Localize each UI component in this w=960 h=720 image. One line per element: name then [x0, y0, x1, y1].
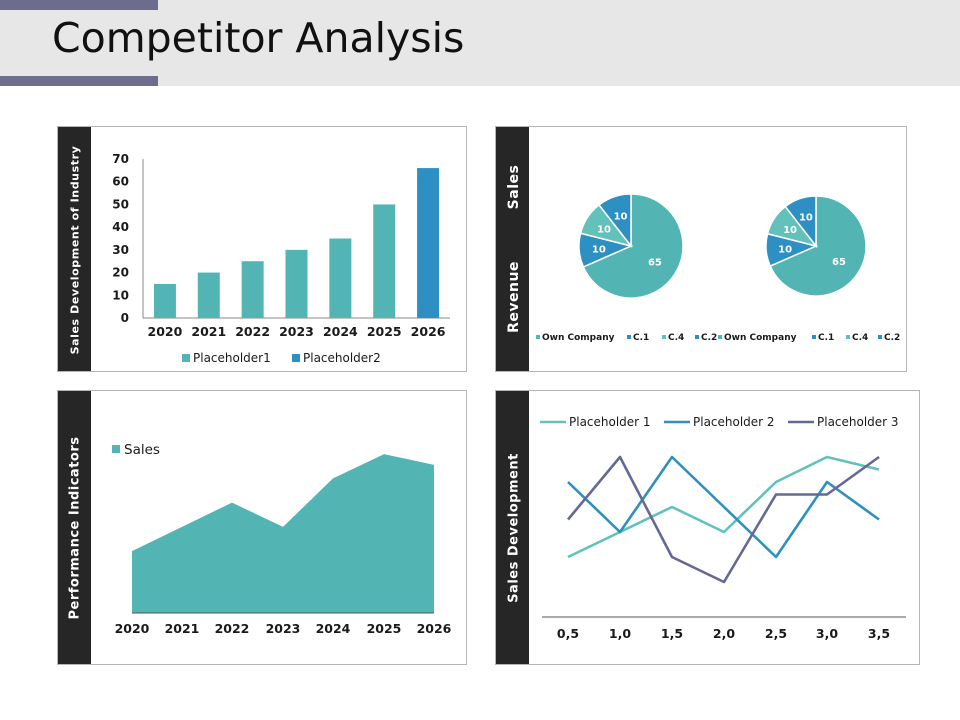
pie-2-legend-label: Own Company [724, 333, 797, 343]
pie-1-slice-0 [582, 193, 684, 299]
bar-x-tick-label: 2022 [235, 324, 270, 339]
area-x-tick-label: 2024 [316, 621, 351, 636]
pie-2-legend-label: C.4 [852, 333, 868, 343]
pie-2-data-label: 10 [799, 213, 813, 224]
line-x-tick-label: 3,5 [868, 626, 890, 641]
bar-1-2021 [197, 272, 220, 318]
pie-1-data-label: 65 [648, 258, 662, 269]
bar-legend-swatch-1 [182, 354, 190, 362]
area-x-tick-label: 2021 [165, 621, 200, 636]
bar-legend-swatch-2 [292, 354, 300, 362]
pie-1-legend-label: C.4 [668, 333, 684, 343]
pie-1-legend-label: C.1 [633, 333, 649, 343]
pie-1-legend-swatch [536, 335, 540, 339]
bar-y-tick-label: 40 [112, 220, 129, 234]
pie-2-slice-0 [769, 195, 867, 297]
line-x-tick-label: 0,5 [557, 626, 579, 641]
bar-y-tick-label: 70 [112, 152, 129, 166]
bar-x-tick-label: 2026 [411, 324, 446, 339]
pie-1-data-label: 10 [614, 212, 628, 223]
area-legend-label: Sales [124, 442, 160, 458]
pie-2-data-label: 10 [778, 245, 792, 256]
bar-x-tick-label: 2021 [191, 324, 226, 339]
bar-chart-panel: Sales Development of Industry 0 10 20 30 40 5… [57, 126, 467, 372]
title-band [0, 0, 960, 86]
page-title: Competitor Analysis [52, 14, 465, 62]
line-x-tick-label: 2,5 [765, 626, 787, 641]
area-side-bar [58, 391, 91, 664]
line-x-tick-label: 1,0 [609, 626, 631, 641]
title-accent-bottom [0, 76, 158, 86]
bar-1-2020 [153, 283, 176, 318]
area-series-sales [132, 454, 434, 613]
area-x-tick-label: 2025 [367, 621, 402, 636]
bar-x-tick-label: 2020 [148, 324, 183, 339]
line-legend-label-1: Placeholder 1 [569, 415, 651, 429]
pie-2-legend-swatch [718, 335, 722, 339]
line-chart-svg: 0,5 1,0 1,5 2,0 2,5 3,0 3,5 Placeholder 1 Placeh… [540, 415, 906, 641]
line-x-tick-label: 3,0 [816, 626, 838, 641]
bar-y-tick-label: 10 [112, 288, 129, 302]
pie-1-data-label: 10 [597, 224, 611, 235]
pie-2-slice-3 [784, 195, 817, 249]
line-legend-label-3: Placeholder 3 [817, 415, 899, 429]
pie-1-legend-swatch [695, 335, 699, 339]
bar-y-tick-label: 60 [112, 175, 129, 189]
area-chart-panel: Performance Indicators 2020 2021 2022 2023 2… [57, 390, 467, 665]
bar-1-2025 [373, 204, 396, 318]
pie-2-data-label: 65 [832, 257, 846, 268]
pie-2-legend-swatch [846, 335, 850, 339]
pie-1-data-label: 10 [592, 245, 606, 256]
line-series-2 [567, 455, 880, 559]
area-legend-swatch [112, 445, 120, 453]
line-series-3 [567, 455, 880, 584]
bar-x-tick-label: 2024 [323, 324, 358, 339]
line-x-tick-label: 2,0 [713, 626, 735, 641]
pie-1-legend-label: Own Company [542, 333, 615, 343]
bar-chart-svg: 0 10 20 30 40 50 60 70 2020 2021 2022 2023 2024 2025 2… [112, 152, 450, 365]
bar-1-2022 [241, 261, 264, 318]
pie-2-legend-label: C.1 [818, 333, 834, 343]
line-legend-label-2: Placeholder 2 [693, 415, 775, 429]
pie-2-data-label: 10 [783, 225, 797, 236]
bar-y-tick-label: 50 [112, 197, 129, 211]
pie-1-slice-3 [598, 193, 632, 249]
line-chart-panel: Sales Development 0,5 1,0 1,5 2,0 2,5 3,0 3,5 P… [495, 390, 920, 665]
bar-legend-label-2: Placeholder2 [303, 351, 381, 365]
bar-y-tick-label: 0 [121, 311, 129, 325]
pie-2-legend-label: C.2 [884, 333, 900, 343]
bar-side-bar [58, 127, 91, 371]
area-x-tick-label: 2026 [417, 621, 452, 636]
pie-1-legend-label: C.2 [701, 333, 717, 343]
area-x-tick-label: 2023 [266, 621, 301, 636]
bar-1-2024 [329, 238, 352, 318]
pie-2-legend-swatch [878, 335, 882, 339]
pie-2-legend-swatch [812, 335, 816, 339]
bar-1-2023 [285, 249, 308, 318]
pie-1-legend-swatch [627, 335, 631, 339]
pie-side-bar [496, 127, 529, 371]
bar-x-tick-label: 2025 [367, 324, 402, 339]
bar-legend-label-1: Placeholder1 [193, 351, 271, 365]
pie-1-legend-swatch [662, 335, 666, 339]
pie-chart-panel: Sales Revenue 65 10 10 10 Own Company C.1 C.4 C… [495, 126, 907, 372]
line-x-tick-label: 1,5 [661, 626, 683, 641]
area-x-tick-label: 2022 [215, 621, 250, 636]
bar-x-tick-label: 2023 [279, 324, 314, 339]
title-accent-top [0, 0, 158, 10]
area-chart-svg: 2020 2021 2022 2023 2024 2025 2026 Sales [112, 442, 452, 636]
bar-y-tick-label: 20 [112, 266, 129, 280]
bar-2-2026 [417, 168, 440, 318]
area-x-tick-label: 2020 [115, 621, 150, 636]
bar-y-tick-label: 30 [112, 243, 129, 257]
line-side-bar [496, 391, 529, 664]
